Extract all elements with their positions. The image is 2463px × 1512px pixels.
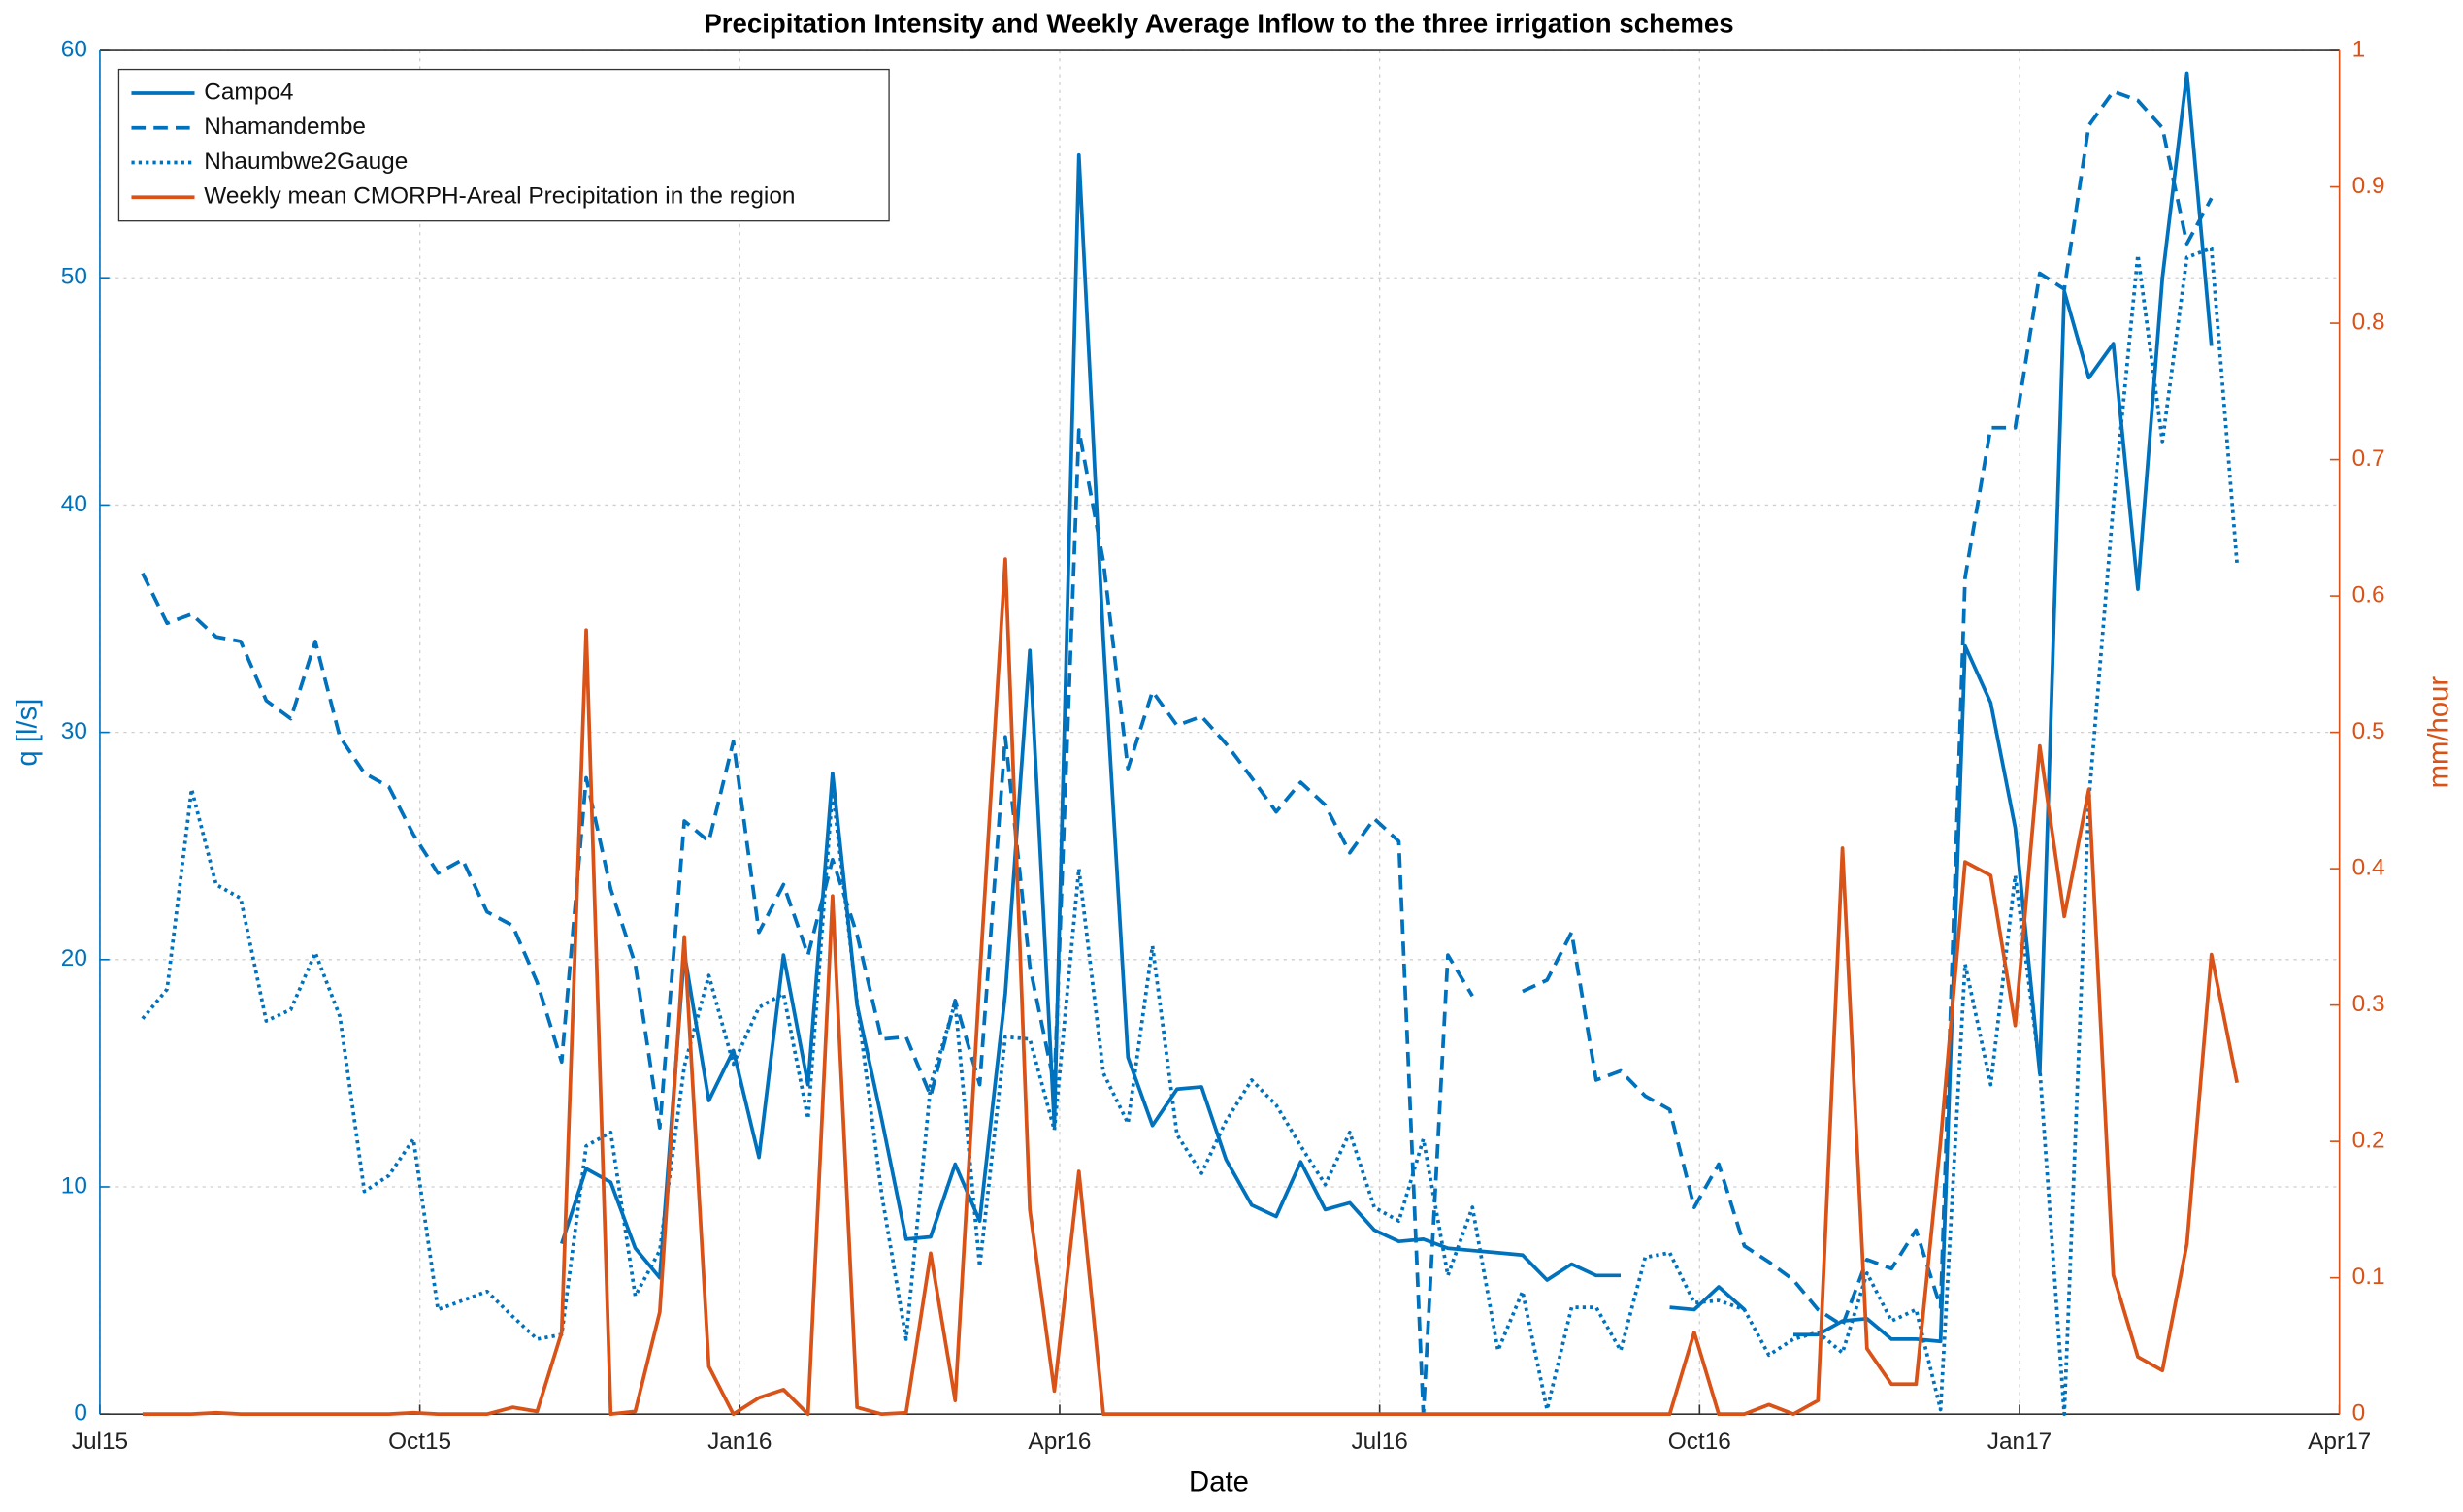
y2-tick-label: 0.2 — [2352, 1128, 2385, 1154]
y2-tick-label: 0.5 — [2352, 718, 2385, 744]
x-tick-label: Jul16 — [1351, 1429, 1407, 1455]
legend-label: Weekly mean CMORPH-Areal Precipitation i… — [204, 183, 795, 210]
x-tick-label: Jul15 — [72, 1429, 128, 1455]
x-tick-label: Jan17 — [1987, 1429, 2052, 1455]
series-line — [141, 246, 2240, 1417]
y-tick-label: 10 — [61, 1172, 87, 1199]
y-tick-label: 50 — [61, 264, 87, 290]
y2-tick-label: 1 — [2352, 36, 2366, 62]
y2-tick-label: 0.7 — [2352, 445, 2385, 472]
legend-label: Campo4 — [204, 79, 293, 105]
y-tick-label: 0 — [74, 1400, 87, 1427]
y-tick-label: 30 — [61, 718, 87, 744]
legend-label: Nhaumbwe2Gauge — [204, 148, 408, 175]
y2-axis-label: mm/hour — [2423, 676, 2454, 789]
x-tick-label: Apr16 — [1028, 1429, 1091, 1455]
x-axis-label: Date — [1189, 1466, 1249, 1497]
y-axis-label: q [l/s] — [12, 699, 43, 767]
y-tick-label: 40 — [61, 491, 87, 517]
y2-tick-label: 0.1 — [2352, 1264, 2385, 1290]
x-tick-label: Apr17 — [2308, 1429, 2371, 1455]
x-tick-label: Jan16 — [707, 1429, 772, 1455]
y2-tick-label: 0.9 — [2352, 173, 2385, 199]
series-line — [559, 71, 2214, 1344]
chart-title: Precipitation Intensity and Weekly Avera… — [704, 8, 1733, 38]
y-tick-label: 20 — [61, 945, 87, 971]
y2-tick-label: 0.8 — [2352, 310, 2385, 336]
x-tick-label: Oct15 — [388, 1429, 451, 1455]
series-line — [141, 89, 2214, 1417]
x-tick-label: Oct16 — [1668, 1429, 1731, 1455]
y2-tick-label: 0.4 — [2352, 855, 2385, 881]
y2-tick-label: 0.6 — [2352, 582, 2385, 608]
y2-tick-label: 0.3 — [2352, 991, 2385, 1017]
y2-tick-label: 0 — [2352, 1400, 2366, 1427]
y-tick-label: 60 — [61, 36, 87, 62]
legend-box — [117, 68, 890, 222]
legend-label: Nhamandembe — [204, 114, 366, 140]
series-line — [142, 557, 2240, 1417]
